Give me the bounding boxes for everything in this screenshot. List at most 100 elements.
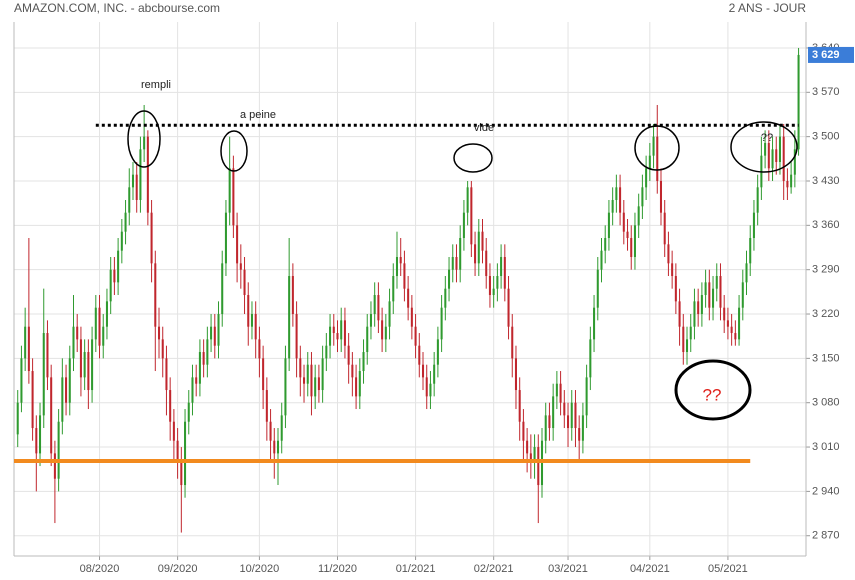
candle-body <box>79 339 82 378</box>
y-tick-label: 3 220 <box>812 308 840 320</box>
candle-body <box>596 269 599 308</box>
candle-body <box>343 320 346 346</box>
candle-body <box>585 377 588 416</box>
candle-body <box>474 244 477 264</box>
candle-body <box>674 276 677 302</box>
candle-body <box>191 377 194 403</box>
candle-body <box>317 377 320 391</box>
candle-body <box>325 345 328 359</box>
annotation: ?? <box>761 132 773 144</box>
candle-body <box>537 447 540 486</box>
candle-body <box>340 320 343 340</box>
candle-body <box>626 231 629 239</box>
candle-body <box>98 307 101 346</box>
candle-body <box>120 231 123 251</box>
y-tick-label: 3 570 <box>812 86 840 98</box>
candle-body <box>195 377 198 384</box>
candle-body <box>492 288 495 296</box>
candle-body <box>184 421 187 486</box>
candle-body <box>712 288 715 308</box>
x-tick-label: 04/2021 <box>630 563 670 575</box>
candle-body <box>518 390 521 422</box>
candle-body <box>678 301 681 327</box>
chart-title: AMAZON.COM, INC. - abcbourse.com <box>14 1 220 15</box>
candle-body <box>611 200 614 213</box>
candle-body <box>176 440 179 460</box>
candle-body <box>764 142 767 156</box>
candle-body <box>507 288 510 327</box>
candle-body <box>366 326 369 353</box>
candle-body <box>462 212 465 239</box>
candle-body <box>265 390 268 422</box>
candle-body <box>291 276 294 315</box>
candle-body <box>470 187 473 245</box>
candle-body <box>444 288 447 308</box>
candle-body <box>481 231 484 251</box>
candle-body <box>128 187 131 213</box>
candle-body <box>94 307 97 340</box>
candle-body <box>403 263 406 289</box>
candle-body <box>511 326 514 359</box>
candle-body <box>303 377 306 384</box>
candle-body <box>46 333 49 378</box>
candle-body <box>652 136 655 156</box>
candle-body <box>741 282 744 308</box>
candle-body <box>730 326 733 334</box>
candle-body <box>641 187 644 207</box>
candle-body <box>273 440 276 454</box>
candle-body <box>503 257 506 289</box>
candle-body <box>213 326 216 346</box>
candle-body <box>671 263 674 277</box>
candle-body <box>604 238 607 251</box>
candle-body <box>269 421 272 441</box>
candle-body <box>563 402 566 416</box>
candle-body <box>161 339 164 359</box>
candle-body <box>202 352 205 365</box>
candle-body <box>719 276 722 308</box>
ellipse <box>220 130 248 172</box>
candle-body <box>76 326 79 340</box>
candle-body <box>91 339 94 391</box>
candle-body <box>321 358 324 391</box>
candle-body <box>369 314 372 327</box>
candle-body <box>685 339 689 353</box>
candle-body <box>50 377 53 454</box>
candle-body <box>615 187 618 200</box>
candle-body <box>749 238 752 264</box>
candle-body <box>250 314 253 327</box>
ellipse <box>453 143 493 173</box>
candle-body <box>336 333 339 340</box>
annotation: vide <box>474 122 494 134</box>
candle-body <box>20 358 23 403</box>
candle-body <box>637 206 640 226</box>
candle-body <box>689 326 692 340</box>
candle-body <box>35 428 38 454</box>
candle-body <box>790 174 793 188</box>
y-tick-label: 3 430 <box>812 175 840 187</box>
candle-body <box>496 276 499 289</box>
candle-body <box>767 142 770 169</box>
candle-body <box>83 352 86 378</box>
candle-body <box>224 212 227 264</box>
candle-body <box>395 257 399 277</box>
candle-body <box>715 276 718 289</box>
candle-body <box>87 352 90 391</box>
candle-body <box>682 326 685 353</box>
candle-body <box>436 339 439 365</box>
candle-body <box>198 352 201 384</box>
candle-body <box>786 180 789 188</box>
candle-body <box>53 453 56 479</box>
candle-body <box>288 276 291 359</box>
candle-body <box>169 390 172 422</box>
candle-body <box>187 402 190 422</box>
candle-body <box>448 269 451 289</box>
candle-body <box>782 136 785 181</box>
candle-body <box>102 326 105 346</box>
candle-body <box>154 263 157 327</box>
candle-body <box>529 453 532 460</box>
candle-body <box>607 212 610 239</box>
candle-body <box>347 345 350 365</box>
candle-body <box>693 301 696 327</box>
candle-body <box>329 326 332 346</box>
candle-body <box>771 149 774 169</box>
